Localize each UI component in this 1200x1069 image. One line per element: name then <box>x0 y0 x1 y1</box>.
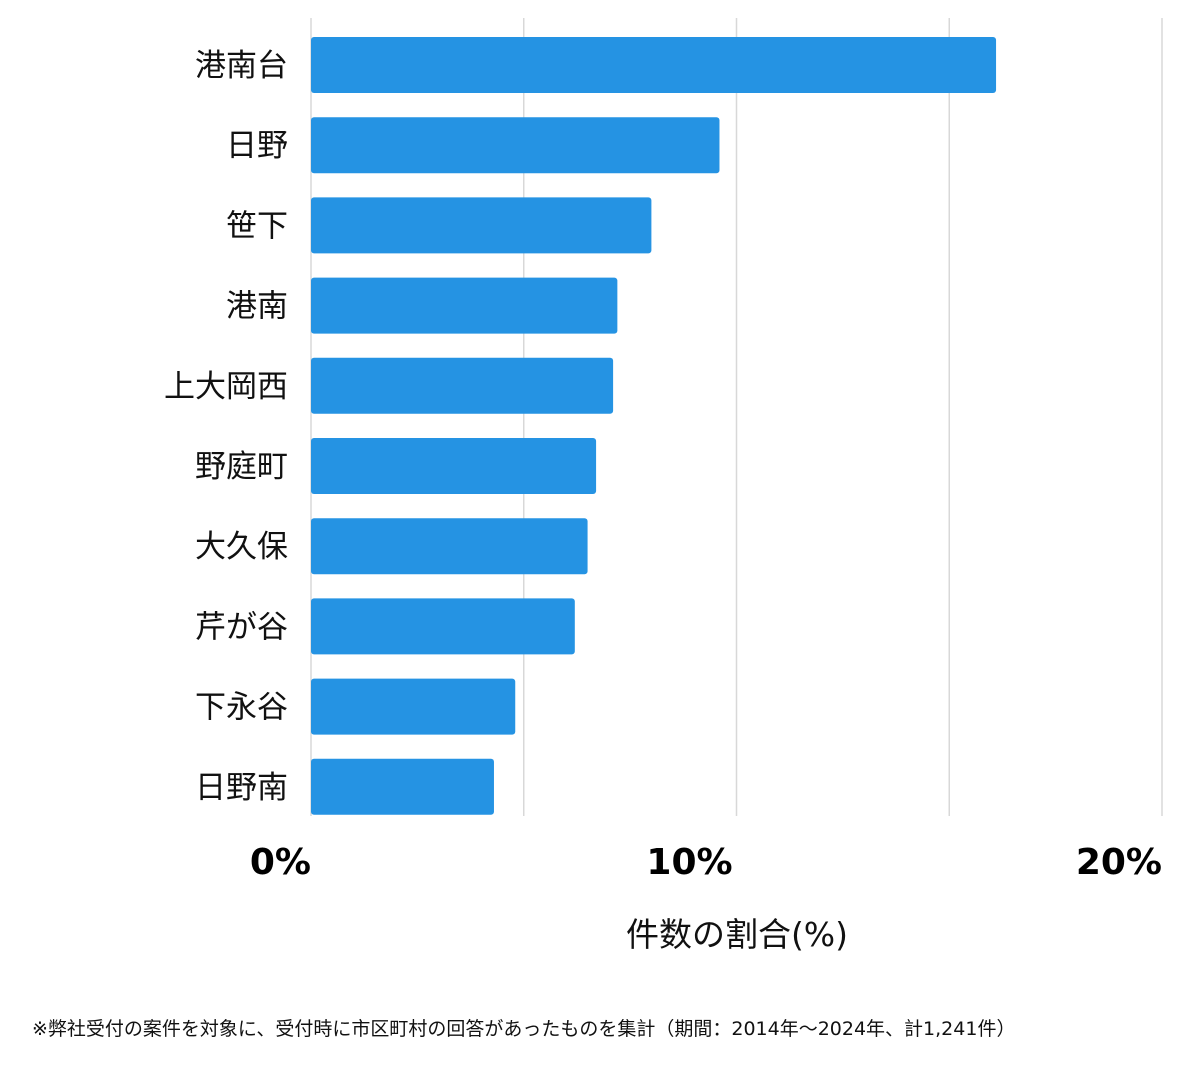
bar <box>311 678 516 735</box>
bar <box>311 197 652 254</box>
x-axis-title: 件数の割合(%) <box>626 915 848 954</box>
bar <box>311 37 997 93</box>
category-label: 上大岡西 <box>164 369 288 405</box>
x-tick-label: 20% <box>1076 842 1162 883</box>
bar <box>311 438 597 494</box>
bar <box>311 277 618 334</box>
bar <box>311 117 720 174</box>
x-tick-labels: 0% 10% 20% <box>250 842 1162 883</box>
category-label: 大久保 <box>195 529 288 565</box>
category-label: 野庭町 <box>195 449 288 485</box>
bar <box>311 758 494 815</box>
footnote: ※弊社受付の案件を対象に、受付時に市区町村の回答があったものを集計（期間：201… <box>32 1018 1016 1040</box>
bar <box>311 518 588 575</box>
category-label: 日野南 <box>195 770 288 806</box>
category-label: 港南 <box>226 289 288 325</box>
category-label: 芹が谷 <box>195 609 288 645</box>
x-tick-label: 0% <box>250 842 311 883</box>
bar <box>311 598 575 655</box>
category-label: 日野 <box>226 128 288 164</box>
bars <box>311 37 997 815</box>
x-tick-label: 10% <box>646 842 732 883</box>
bar <box>311 357 614 414</box>
category-label: 笹下 <box>226 208 288 244</box>
category-label: 港南台 <box>195 48 288 84</box>
category-label: 下永谷 <box>195 690 288 726</box>
